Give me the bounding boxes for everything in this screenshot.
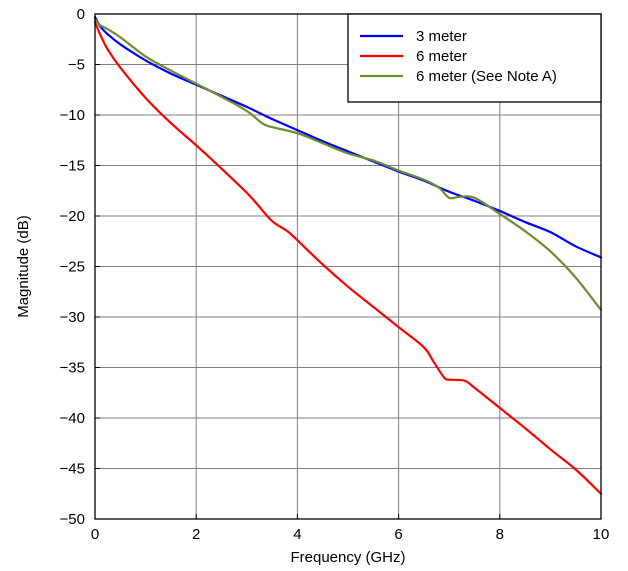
y-tick-label: −45 [60,461,85,478]
legend-label: 6 meter (See Note A) [416,68,557,85]
y-tick-label: 0 [77,6,85,23]
x-axis-label: Frequency (GHz) [290,549,405,566]
x-tick-label: 10 [593,526,610,543]
y-tick-label: −10 [60,107,85,124]
y-tick-label: −35 [60,360,85,377]
series-line-3 [93,17,603,312]
y-tick-label: −15 [60,158,85,175]
y-axis-ticks: 0 −5 −10 −15 −20 −25 −30 −35 −40 −45 −50 [60,6,100,528]
x-tick-label: 8 [496,526,504,543]
x-tick-label: 0 [91,526,99,543]
legend-label: 6 meter [416,48,467,65]
y-tick-label: −40 [60,410,85,427]
series-lines [93,15,603,495]
legend-label: 3 meter [416,28,467,45]
legend: 3 meter 6 meter 6 meter (See Note A) [347,13,602,103]
x-axis-ticks: 0 2 4 6 8 10 [91,514,610,543]
series-line-1 [93,15,603,259]
y-tick-label: −5 [68,57,85,74]
x-tick-label: 2 [192,526,200,543]
x-tick-label: 4 [293,526,301,543]
y-tick-label: −30 [60,309,85,326]
y-axis-label: Magnitude (dB) [15,215,32,318]
legend-box [347,13,602,103]
y-tick-label: −20 [60,208,85,225]
y-tick-label: −25 [60,259,85,276]
y-tick-label: −50 [60,511,85,528]
x-tick-label: 6 [394,526,402,543]
series-line-2 [93,20,603,495]
